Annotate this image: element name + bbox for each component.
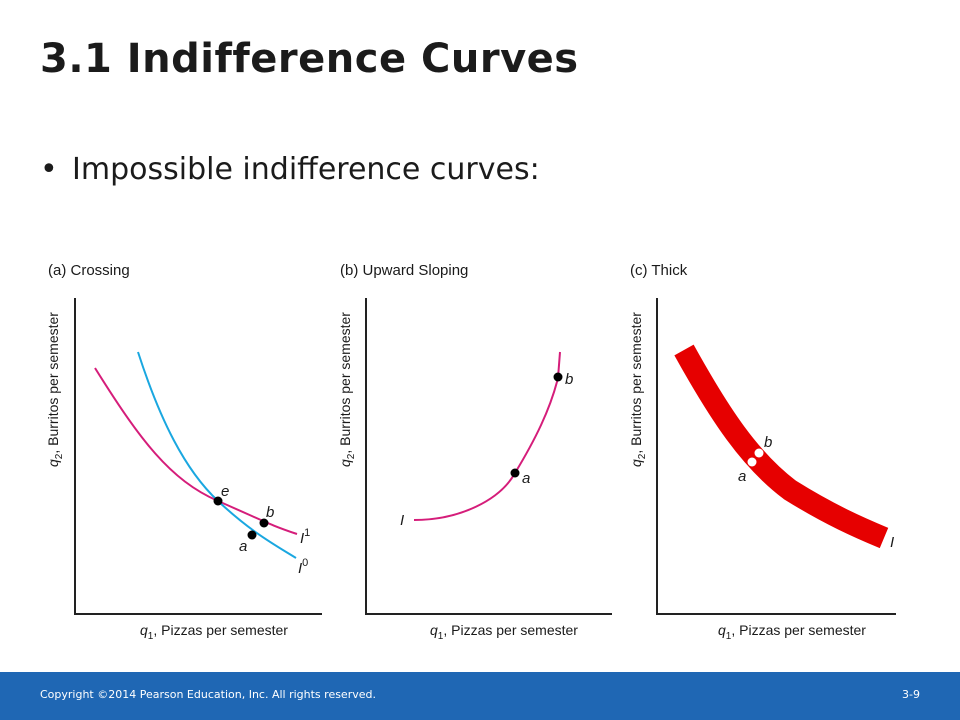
panel-c-x-var: q bbox=[718, 622, 726, 638]
panel-a-curve-i0-sup: 0 bbox=[302, 557, 308, 569]
panel-c-label-b: b bbox=[764, 434, 772, 451]
panel-b-x-sub: 1 bbox=[438, 631, 444, 642]
footer-bar: Copyright ©2014 Pearson Education, Inc. … bbox=[0, 672, 960, 720]
panel-c-x-label: q1, Pizzas per semester bbox=[718, 622, 866, 642]
panel-a-x-label: q1, Pizzas per semester bbox=[140, 622, 288, 642]
bullet-text: Impossible indifference curves: bbox=[72, 152, 540, 187]
panel-upward-sloping: (b) Upward Sloping a b I q2, Burritos pe… bbox=[337, 262, 612, 642]
panel-a-curve-i1-letter: I bbox=[300, 530, 304, 547]
panel-c-thick-curve bbox=[674, 344, 889, 549]
panel-c-label-a: a bbox=[738, 468, 746, 485]
panel-a-point-e bbox=[213, 496, 223, 506]
panel-b-label-a: a bbox=[522, 470, 530, 487]
panel-b-y-label: q2, Burritos per semester bbox=[337, 312, 357, 467]
panel-a-y-label: q2, Burritos per semester bbox=[45, 312, 65, 467]
panel-a-x-var: q bbox=[140, 622, 148, 638]
panel-b-x-label: q1, Pizzas per semester bbox=[430, 622, 578, 642]
panel-b-label-b: b bbox=[565, 371, 573, 388]
panel-a-curve-i0-label: I0 bbox=[298, 557, 308, 577]
panel-a-curve-i1-sup: 1 bbox=[304, 527, 310, 539]
panel-b-title: (b) Upward Sloping bbox=[340, 262, 468, 279]
panel-c-x-sub: 1 bbox=[726, 631, 732, 642]
panel-b-point-a bbox=[510, 468, 520, 478]
panel-c-x-text: , Pizzas per semester bbox=[731, 622, 866, 638]
panel-c-point-b bbox=[754, 448, 764, 458]
panel-a-y-var: q bbox=[45, 459, 61, 467]
panel-crossing: (a) Crossing e b a I1 I0 q2, Burritos pe… bbox=[45, 262, 322, 642]
panel-a-y-sub: 2 bbox=[54, 453, 65, 459]
panel-a-point-b bbox=[259, 518, 269, 528]
panel-a-point-a bbox=[247, 530, 257, 540]
panel-b-x-var: q bbox=[430, 622, 438, 638]
footer-copyright: Copyright ©2014 Pearson Education, Inc. … bbox=[40, 688, 376, 701]
panel-a-curve-i0 bbox=[137, 351, 297, 559]
panel-c-curve-label: I bbox=[890, 534, 894, 551]
panel-a-label-e: e bbox=[221, 483, 229, 500]
panel-b-point-b bbox=[553, 372, 563, 382]
panel-a-label-b: b bbox=[266, 504, 274, 521]
panel-a-curve-i1-label: I1 bbox=[300, 527, 310, 547]
panel-a-x-text: , Pizzas per semester bbox=[153, 622, 288, 638]
bullet-dot: • bbox=[40, 152, 58, 187]
panel-b-curve bbox=[413, 351, 561, 521]
panel-b-y-var: q bbox=[337, 459, 353, 467]
slide-title: 3.1 Indifference Curves bbox=[40, 36, 579, 82]
panel-c-y-label: q2, Burritos per semester bbox=[628, 312, 648, 467]
panel-a-label-a: a bbox=[239, 538, 247, 555]
panel-c-y-text: , Burritos per semester bbox=[628, 312, 644, 454]
panel-thick: (c) Thick b a I q2, Burritos per semeste… bbox=[628, 262, 896, 642]
indifference-diagrams: (a) Crossing e b a I1 I0 q2, Burritos pe… bbox=[45, 262, 896, 642]
panel-b-curve-label: I bbox=[400, 512, 404, 529]
panel-a-x-sub: 1 bbox=[148, 631, 154, 642]
panel-a-curve-i1 bbox=[94, 367, 298, 535]
panel-c-point-a bbox=[747, 457, 757, 467]
panel-a-title: (a) Crossing bbox=[48, 262, 130, 279]
panel-c-y-sub: 2 bbox=[637, 453, 648, 459]
panel-c-title: (c) Thick bbox=[630, 262, 688, 279]
footer-page-number: 3-9 bbox=[902, 688, 920, 701]
panel-b-y-sub: 2 bbox=[346, 453, 357, 459]
panel-c-y-var: q bbox=[628, 459, 644, 467]
panel-b-y-text: , Burritos per semester bbox=[337, 312, 353, 454]
panel-a-y-text: , Burritos per semester bbox=[45, 312, 61, 454]
panel-b-x-text: , Pizzas per semester bbox=[443, 622, 578, 638]
panel-a-curve-i0-letter: I bbox=[298, 560, 302, 577]
bullet-item: • Impossible indifference curves: bbox=[40, 152, 540, 187]
